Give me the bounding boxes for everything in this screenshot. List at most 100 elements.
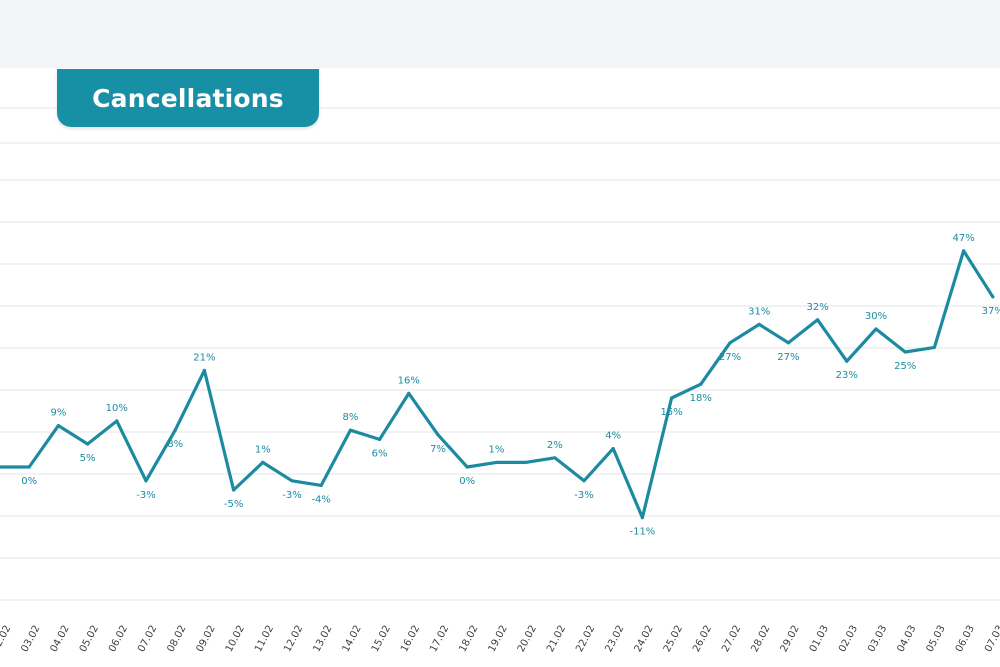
x-tick-21.02: 21.02: [545, 624, 568, 654]
header-band: [0, 0, 1000, 68]
data-point-14.02: [348, 428, 352, 432]
x-tick-19.02: 19.02: [487, 624, 510, 654]
data-label-04.02: 9%: [50, 408, 66, 419]
data-point-19.02: [494, 460, 498, 464]
data-point-05.03: [932, 345, 937, 349]
data-labels: 0% 9% 5% 10% -3% 8% 21% -5% 1% -3% -4% 8% 6% 16% 7% 0% 1…: [21, 233, 1000, 538]
data-point-04.03: [903, 350, 907, 354]
data-point-07.02: [144, 479, 148, 483]
data-point-27.02: [728, 341, 732, 345]
x-tick-09.02: 09.02: [195, 624, 218, 654]
data-label-01.03: 32%: [806, 302, 828, 313]
x-tick-23.02: 23.02: [603, 624, 626, 654]
data-point-03.03: [874, 327, 878, 331]
data-label-14.02: 8%: [342, 412, 358, 423]
x-tick-03.02: 03.02: [19, 624, 42, 654]
data-point-15.02: [378, 437, 382, 441]
x-tick-06.02: 06.02: [107, 624, 130, 654]
x-tick-05.02: 05.02: [78, 624, 101, 654]
x-tick-14.02: 14.02: [341, 624, 364, 654]
data-point-23.02: [611, 447, 615, 451]
data-label-07.03: 37%: [982, 306, 1000, 317]
data-point-02.02: [0, 465, 2, 469]
data-label-22.02: -3%: [574, 490, 593, 501]
data-point-11.02: [261, 460, 265, 464]
data-label-29.02: 27%: [777, 352, 799, 363]
x-tick-17.02: 17.02: [428, 624, 451, 654]
data-label-05.02: 5%: [80, 453, 96, 464]
x-tick-04.02: 04.02: [49, 624, 72, 654]
data-label-02.03: 23%: [836, 370, 858, 381]
data-label-03.02: 0%: [21, 476, 37, 487]
data-point-17.02: [436, 433, 440, 437]
x-tick-28.02: 28.02: [749, 624, 772, 654]
x-tick-15.02: 15.02: [370, 624, 393, 654]
x-tick-20.02: 20.02: [516, 624, 539, 654]
x-axis-tick-labels: 02.02 03.02 04.02 05.02 06.02 07.02 08.02 09.02…: [0, 624, 1000, 654]
x-tick-18.02: 18.02: [457, 624, 480, 654]
x-tick-04.03: 04.03: [895, 624, 918, 654]
x-tick-07.02: 07.02: [136, 624, 159, 654]
data-label-11.02: 1%: [255, 444, 271, 455]
data-point-21.02: [553, 456, 557, 460]
data-label-16.02: 16%: [398, 375, 420, 386]
data-point-26.02: [699, 382, 703, 386]
data-label-25.02: 15%: [660, 407, 682, 418]
x-tick-25.02: 25.02: [662, 624, 685, 654]
data-point-12.02: [290, 479, 294, 483]
data-label-28.02: 31%: [748, 306, 770, 317]
x-tick-01.03: 01.03: [808, 624, 831, 654]
chart-title: Cancellations: [92, 83, 284, 113]
data-point-28.02: [757, 322, 761, 326]
data-point-10.02: [232, 488, 236, 492]
series-line-cancellations: [0, 249, 995, 520]
data-label-15.02: 6%: [372, 448, 388, 459]
x-tick-08.02: 08.02: [165, 624, 188, 654]
data-point-04.02: [56, 424, 61, 428]
x-tick-10.02: 10.02: [224, 624, 247, 654]
data-label-06.02: 10%: [106, 403, 128, 414]
data-point-24.02: [640, 516, 645, 520]
data-label-27.02: 27%: [719, 352, 741, 363]
data-label-09.02: 21%: [193, 352, 215, 363]
data-label-24.02: -11%: [629, 527, 655, 538]
data-label-18.02: 0%: [459, 476, 475, 487]
x-tick-05.03: 05.03: [925, 624, 948, 654]
gridlines: [0, 107, 1000, 601]
data-label-07.02: -3%: [136, 490, 155, 501]
data-point-05.02: [86, 442, 90, 446]
data-label-03.03: 30%: [865, 311, 887, 322]
x-tick-27.02: 27.02: [720, 624, 743, 654]
data-label-10.02: -5%: [224, 499, 243, 510]
data-label-26.02: 18%: [690, 393, 712, 404]
data-label-06.03: 47%: [952, 233, 974, 244]
x-tick-29.02: 29.02: [779, 624, 802, 654]
data-label-12.02: -3%: [282, 490, 301, 501]
data-point-01.03: [816, 318, 820, 322]
x-tick-06.03: 06.03: [954, 624, 977, 654]
data-point-13.02: [319, 483, 323, 487]
x-tick-22.02: 22.02: [574, 624, 597, 654]
x-tick-26.02: 26.02: [691, 624, 714, 654]
data-point-06.03: [962, 249, 966, 253]
data-point-06.02: [115, 419, 119, 423]
chart-title-tab: Cancellations: [57, 69, 319, 127]
data-label-23.02: 4%: [605, 431, 621, 442]
data-point-22.02: [582, 479, 586, 483]
x-tick-03.03: 03.03: [866, 624, 889, 654]
data-label-08.02: 8%: [167, 439, 183, 450]
data-point-03.02: [27, 465, 31, 469]
x-tick-16.02: 16.02: [399, 624, 422, 654]
x-tick-02.02: 02.02: [0, 624, 13, 654]
data-point-16.02: [407, 391, 411, 395]
data-point-25.02: [670, 396, 674, 400]
x-tick-02.03: 02.03: [837, 624, 860, 654]
data-point-18.02: [465, 465, 469, 469]
data-label-21.02: 2%: [547, 440, 563, 451]
data-point-29.02: [786, 341, 791, 345]
x-tick-07.03: 07.03: [983, 624, 1000, 654]
x-tick-12.02: 12.02: [282, 624, 305, 654]
x-tick-24.02: 24.02: [633, 624, 656, 654]
data-point-09.02: [202, 368, 206, 372]
data-label-13.02: -4%: [311, 494, 330, 505]
